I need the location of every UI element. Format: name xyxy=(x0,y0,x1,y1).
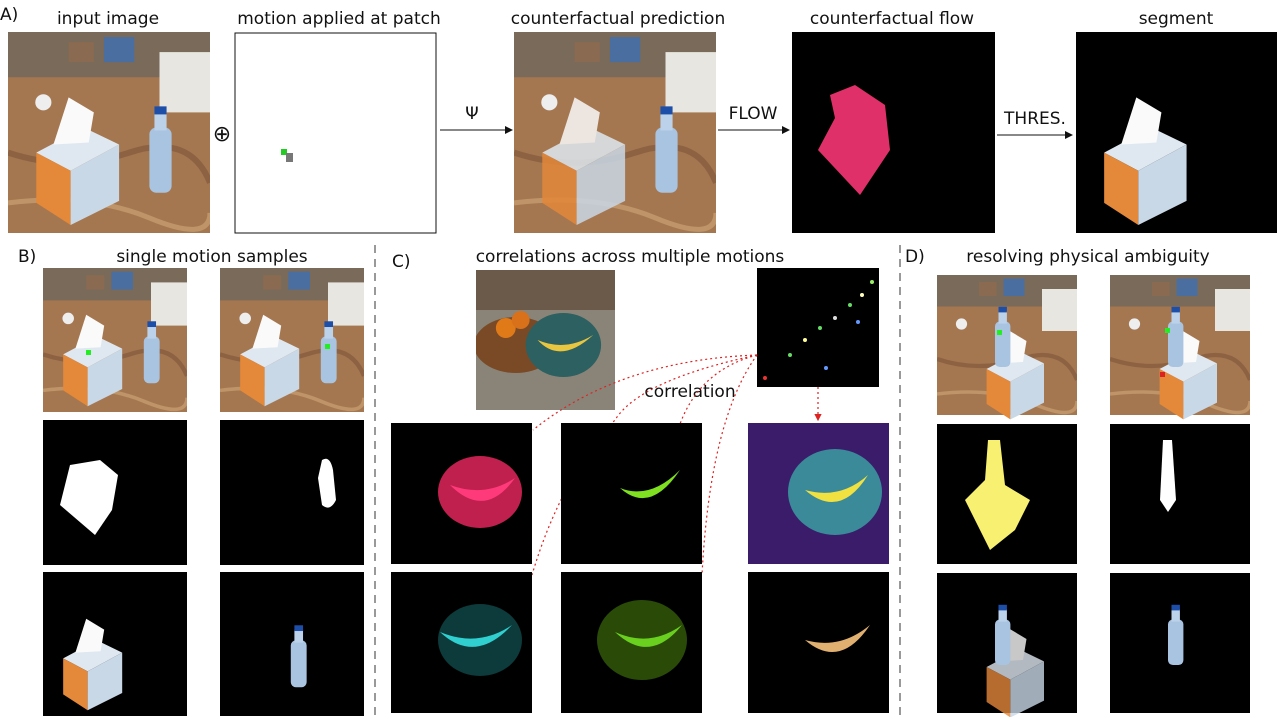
input-image xyxy=(8,32,210,233)
operator: ⊕ xyxy=(213,122,231,147)
segment-image xyxy=(1076,32,1277,233)
correlation-maps xyxy=(391,423,889,713)
panel-title: single motion samples xyxy=(116,247,307,267)
panel-title: correlations across multiple motions xyxy=(476,247,785,267)
correlation-matrix xyxy=(757,268,879,387)
operator: Ψ xyxy=(465,104,478,124)
panel-title: resolving physical ambiguity xyxy=(966,247,1209,267)
panel-label: A) xyxy=(0,5,18,25)
motion-patch xyxy=(234,32,437,234)
operator: FLOW xyxy=(729,104,778,124)
panel-label: C) xyxy=(392,252,411,272)
prediction-image xyxy=(514,32,716,233)
caption: counterfactual flow xyxy=(810,9,974,29)
sample-images xyxy=(43,268,364,716)
annotation: correlation xyxy=(644,382,735,402)
panel-label: D) xyxy=(905,247,925,267)
caption: counterfactual prediction xyxy=(511,9,725,29)
operator: THRES. xyxy=(1003,109,1066,129)
correlation-links xyxy=(531,354,822,576)
caption: motion applied at patch xyxy=(237,9,441,29)
caption: input image xyxy=(57,9,159,29)
ambiguity-images xyxy=(937,275,1250,717)
flow-image xyxy=(792,32,995,233)
panel-label: B) xyxy=(18,247,36,267)
caption: segment xyxy=(1139,9,1214,29)
fruit-image xyxy=(476,270,615,410)
